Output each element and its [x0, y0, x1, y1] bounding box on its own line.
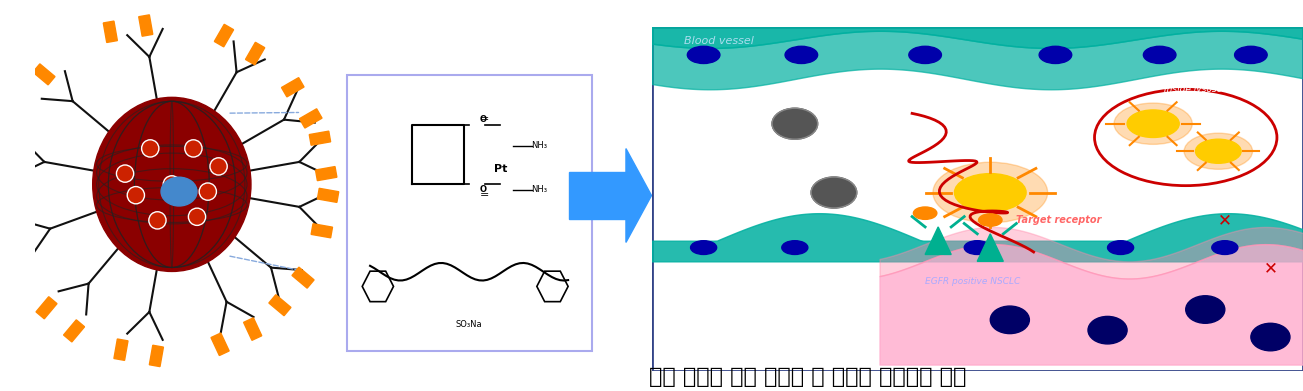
Bar [0, 142, 13, 156]
Text: Inside lysosome(pH 4 ~ 5): Inside lysosome(pH 4 ~ 5) [1164, 85, 1283, 94]
Circle shape [933, 162, 1048, 223]
Ellipse shape [1251, 323, 1290, 351]
Circle shape [954, 174, 1027, 212]
Circle shape [1144, 46, 1175, 63]
Circle shape [1127, 110, 1179, 138]
Text: EGFR positive NSCLC: EGFR positive NSCLC [925, 278, 1020, 287]
Bar [10, 91, 31, 112]
FancyArrowPatch shape [572, 185, 635, 206]
Bar [292, 267, 314, 288]
Text: ✕: ✕ [1218, 211, 1231, 229]
Text: SO₃Na: SO₃Na [456, 320, 482, 329]
Bar [150, 345, 163, 367]
Circle shape [1184, 133, 1252, 169]
Bar [268, 295, 291, 316]
Bar [315, 167, 337, 181]
Bar [64, 320, 85, 342]
Circle shape [691, 241, 717, 255]
Text: O: O [480, 185, 486, 194]
Bar [36, 297, 57, 319]
Polygon shape [977, 234, 1003, 261]
Text: 표적 암세포 형광 활성화 및 방사선 치료효과 증진: 표적 암세포 형광 활성화 및 방사선 치료효과 증진 [649, 367, 967, 387]
Bar [4, 260, 26, 276]
Circle shape [979, 214, 1002, 226]
Polygon shape [625, 149, 652, 242]
Ellipse shape [810, 177, 857, 208]
Circle shape [142, 140, 158, 156]
Ellipse shape [162, 177, 197, 206]
Circle shape [117, 166, 133, 181]
Text: =: = [480, 114, 490, 124]
Ellipse shape [1186, 296, 1225, 323]
Circle shape [1108, 241, 1134, 255]
Text: NH₃: NH₃ [532, 141, 547, 150]
Circle shape [1114, 103, 1192, 144]
Circle shape [1235, 46, 1267, 63]
Bar [103, 21, 117, 43]
Text: Target receptor: Target receptor [1016, 215, 1102, 225]
Bar [33, 64, 55, 85]
Bar [309, 131, 331, 145]
Bar [244, 318, 262, 340]
Circle shape [913, 207, 937, 219]
Circle shape [199, 184, 216, 199]
Bar [215, 24, 233, 47]
Circle shape [784, 46, 818, 63]
Text: Blood vessel: Blood vessel [684, 36, 754, 46]
Circle shape [164, 176, 180, 192]
Bar [211, 333, 229, 355]
Circle shape [782, 241, 808, 255]
Bar [245, 42, 265, 65]
Bar [0, 226, 14, 243]
Text: =: = [480, 190, 490, 201]
Circle shape [128, 187, 143, 203]
Bar [138, 15, 152, 36]
Circle shape [909, 46, 941, 63]
Bar [311, 224, 332, 238]
Circle shape [189, 209, 205, 225]
Circle shape [211, 158, 227, 174]
Circle shape [688, 46, 719, 63]
Circle shape [1212, 241, 1238, 255]
Bar [300, 109, 322, 128]
Ellipse shape [1088, 316, 1127, 344]
Bar [0, 177, 7, 191]
Circle shape [1040, 46, 1071, 63]
FancyBboxPatch shape [347, 75, 592, 351]
Circle shape [150, 212, 165, 228]
Circle shape [1195, 139, 1240, 163]
Ellipse shape [771, 108, 818, 139]
Text: NH₃: NH₃ [532, 185, 547, 194]
Bar [113, 339, 128, 361]
Text: O: O [480, 115, 486, 124]
Circle shape [964, 241, 990, 255]
Circle shape [185, 140, 202, 156]
Ellipse shape [990, 306, 1029, 334]
Polygon shape [925, 227, 951, 255]
Bar [281, 78, 304, 97]
Bar [318, 188, 339, 203]
Ellipse shape [93, 97, 251, 271]
Text: ✕: ✕ [1264, 259, 1277, 277]
Polygon shape [569, 172, 628, 219]
Text: Pt: Pt [494, 164, 507, 174]
